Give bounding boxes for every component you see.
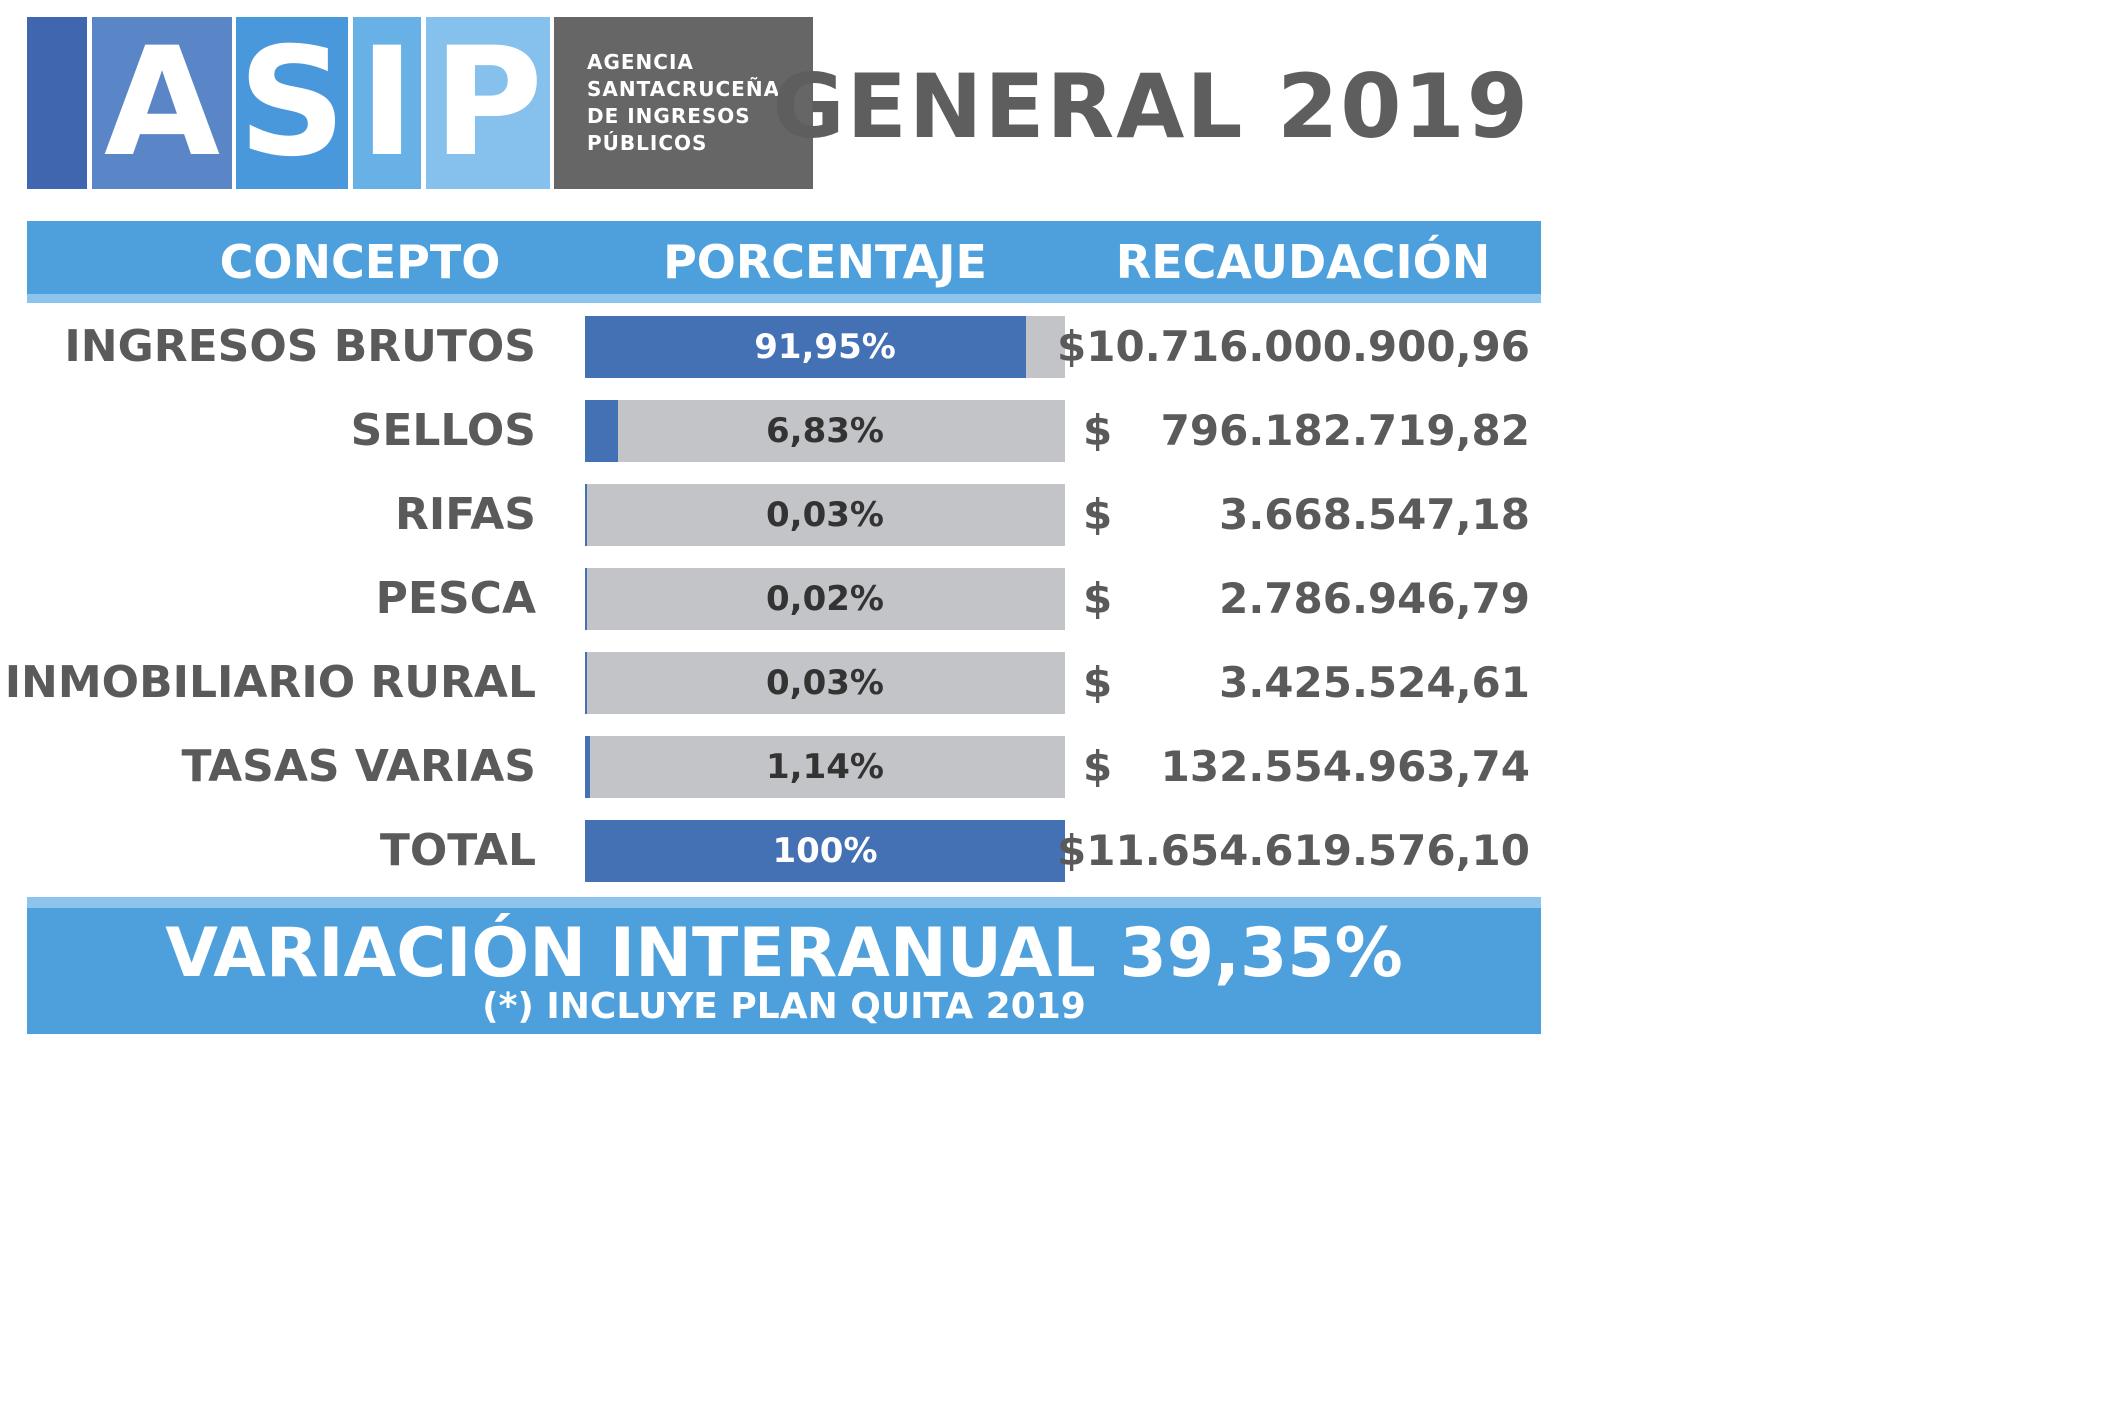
currency-symbol: $ <box>1083 574 1113 623</box>
currency-symbol: $ <box>1083 658 1113 707</box>
table-row: RIFAS 0,03% $3.668.547,18 <box>0 484 1562 546</box>
percentage-bar-track: 91,95% <box>585 316 1065 378</box>
logo-block-a: A <box>92 17 232 189</box>
amount-value: 132.554.963,74 <box>1160 742 1530 791</box>
percentage-label: 91,95% <box>754 327 896 367</box>
table-row: SELLOS 6,83% $796.182.719,82 <box>0 400 1562 462</box>
currency-symbol: $ <box>1083 490 1113 539</box>
logo-letter-p: P <box>433 16 543 190</box>
amount-value: 796.182.719,82 <box>1160 406 1530 455</box>
percentage-bar-fill <box>585 484 587 546</box>
percentage-bar-track: 100% <box>585 820 1065 882</box>
percentage-bar-fill <box>585 316 1027 378</box>
concept-label: INMOBILIARIO RURAL <box>4 657 536 708</box>
concept-label: SELLOS <box>350 405 536 456</box>
table-header-underline <box>27 294 1541 303</box>
amount-value: 2.786.946,79 <box>1219 574 1530 623</box>
percentage-bar-track: 6,83% <box>585 400 1065 462</box>
concept-label: TOTAL <box>379 825 536 876</box>
footer-topline <box>27 897 1541 908</box>
concept-label: TASAS VARIAS <box>181 741 536 792</box>
percentage-bar-track: 0,03% <box>585 652 1065 714</box>
amount-value: 3.668.547,18 <box>1219 490 1530 539</box>
page-title: GENERAL 2019 <box>772 55 1530 158</box>
logo-block-s: S <box>236 17 348 189</box>
table-row: PESCA 0,02% $2.786.946,79 <box>0 568 1562 630</box>
percentage-bar-fill <box>585 736 591 798</box>
percentage-bar-fill <box>585 400 618 462</box>
percentage-label: 100% <box>772 831 878 871</box>
concept-label: PESCA <box>375 573 536 624</box>
agency-line-4: PÚBLICOS <box>587 131 708 155</box>
column-header-porcentaje: PORCENTAJE <box>663 235 987 289</box>
percentage-bar-fill <box>585 820 1065 882</box>
currency-symbol: $ <box>1083 742 1113 791</box>
table-row: INMOBILIARIO RURAL 0,03% $3.425.524,61 <box>0 652 1562 714</box>
percentage-label: 1,14% <box>766 747 884 787</box>
table-row: TOTAL 100% $11.654.619.576,10 <box>0 820 1562 882</box>
amount-value: 3.425.524,61 <box>1219 658 1530 707</box>
percentage-bar-track: 0,02% <box>585 568 1065 630</box>
column-header-recaudacion: RECAUDACIÓN <box>1115 235 1491 289</box>
percentage-bar-track: 0,03% <box>585 484 1065 546</box>
logo-letter-s: S <box>237 16 347 190</box>
percentage-bar-fill <box>585 652 587 714</box>
logo-letter-i: I <box>359 16 415 190</box>
percentage-label: 0,02% <box>766 579 884 619</box>
percentage-label: 0,03% <box>766 495 884 535</box>
column-header-concepto: CONCEPTO <box>219 235 501 289</box>
agency-line-3: DE INGRESOS <box>587 104 751 128</box>
table-row: TASAS VARIAS 1,14% $132.554.963,74 <box>0 736 1562 798</box>
table-row: INGRESOS BRUTOS 91,95% $10.716.000.900,96 <box>0 316 1562 378</box>
agency-line-1: AGENCIA <box>587 50 694 74</box>
percentage-bar-track: 1,14% <box>585 736 1065 798</box>
footnote: (*) INCLUYE PLAN QUITA 2019 <box>482 986 1086 1027</box>
variation-headline: VARIACIÓN INTERANUAL 39,35% <box>165 914 1403 993</box>
logo-letter-a: A <box>103 16 221 190</box>
percentage-label: 0,03% <box>766 663 884 703</box>
concept-label: INGRESOS BRUTOS <box>64 321 536 372</box>
concept-label: RIFAS <box>394 489 536 540</box>
logo-block-1 <box>27 17 87 189</box>
currency-symbol: $ <box>1083 406 1113 455</box>
agency-name-box: AGENCIA SANTACRUCEÑA DE INGRESOS PÚBLICO… <box>554 17 813 189</box>
table-header-band <box>27 221 1541 294</box>
percentage-bar-fill <box>585 568 587 630</box>
logo-block-i: I <box>353 17 421 189</box>
percentage-label: 6,83% <box>766 411 884 451</box>
amount-value: $10.716.000.900,96 <box>1057 322 1530 371</box>
footer-band <box>27 908 1541 1034</box>
logo-block-p: P <box>426 17 550 189</box>
agency-line-2: SANTACRUCEÑA <box>587 77 781 101</box>
amount-value: $11.654.619.576,10 <box>1057 826 1530 875</box>
